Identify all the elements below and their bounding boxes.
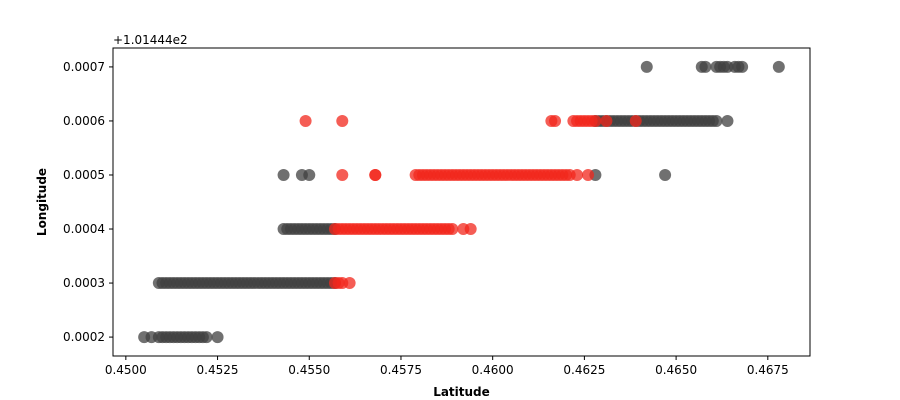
scatter-point-gray (699, 60, 712, 73)
scatter-point-red (369, 168, 382, 181)
x-tick-label: 0.4600 (472, 363, 514, 377)
x-tick-label: 0.4675 (747, 363, 789, 377)
x-tick-label: 0.4525 (197, 363, 239, 377)
y-offset-label: +1.01444e2 (113, 33, 188, 47)
scatter-point-red (336, 114, 349, 127)
scatter-point-gray (659, 168, 672, 181)
x-tick-label: 0.4650 (655, 363, 697, 377)
scatter-point-red (571, 168, 584, 181)
y-axis: 0.0002 0.0003 0.0004 0.0005 0.0006 0.0007 (63, 60, 113, 344)
y-tick-label: 0.0005 (63, 168, 105, 182)
y-axis-title: Longitude (35, 168, 49, 236)
scatter-point-red (464, 223, 477, 236)
scatter-point-red (589, 114, 602, 127)
y-tick-label: 0.0006 (63, 114, 105, 128)
y-tick-label: 0.0002 (63, 330, 105, 344)
x-tick-label: 0.4575 (380, 363, 422, 377)
scatter-point-red (299, 114, 312, 127)
x-tick-label: 0.4625 (563, 363, 605, 377)
scatter-point-gray (710, 114, 723, 127)
x-axis: 0.4500 0.4525 0.4550 0.4575 0.4600 0.4625 0.46… (105, 356, 789, 377)
scatter-point-red (336, 168, 349, 181)
scatter-point-gray (640, 60, 653, 73)
scatter-point-gray (772, 60, 785, 73)
scatter-point-red (582, 168, 595, 181)
scatter-point-red (446, 223, 459, 236)
y-tick-label: 0.0003 (63, 276, 105, 290)
points-layer (138, 60, 785, 344)
scatter-point-gray (736, 60, 749, 73)
scatter-point-gray (200, 331, 213, 344)
x-axis-title: Latitude (433, 385, 490, 399)
scatter-point-gray (721, 114, 734, 127)
scatter-point-gray (303, 168, 316, 181)
y-tick-label: 0.0007 (63, 60, 105, 74)
plot-frame (112, 47, 811, 357)
scatter-point-red (629, 114, 642, 127)
scatter-point-gray (211, 331, 224, 344)
scatter-point-red (549, 114, 562, 127)
scatter-point-red (343, 277, 356, 290)
scatter-point-red (600, 114, 613, 127)
scatter-point-gray (277, 168, 290, 181)
x-tick-label: 0.4550 (288, 363, 330, 377)
y-tick-label: 0.0004 (63, 222, 105, 236)
x-tick-label: 0.4500 (105, 363, 147, 377)
